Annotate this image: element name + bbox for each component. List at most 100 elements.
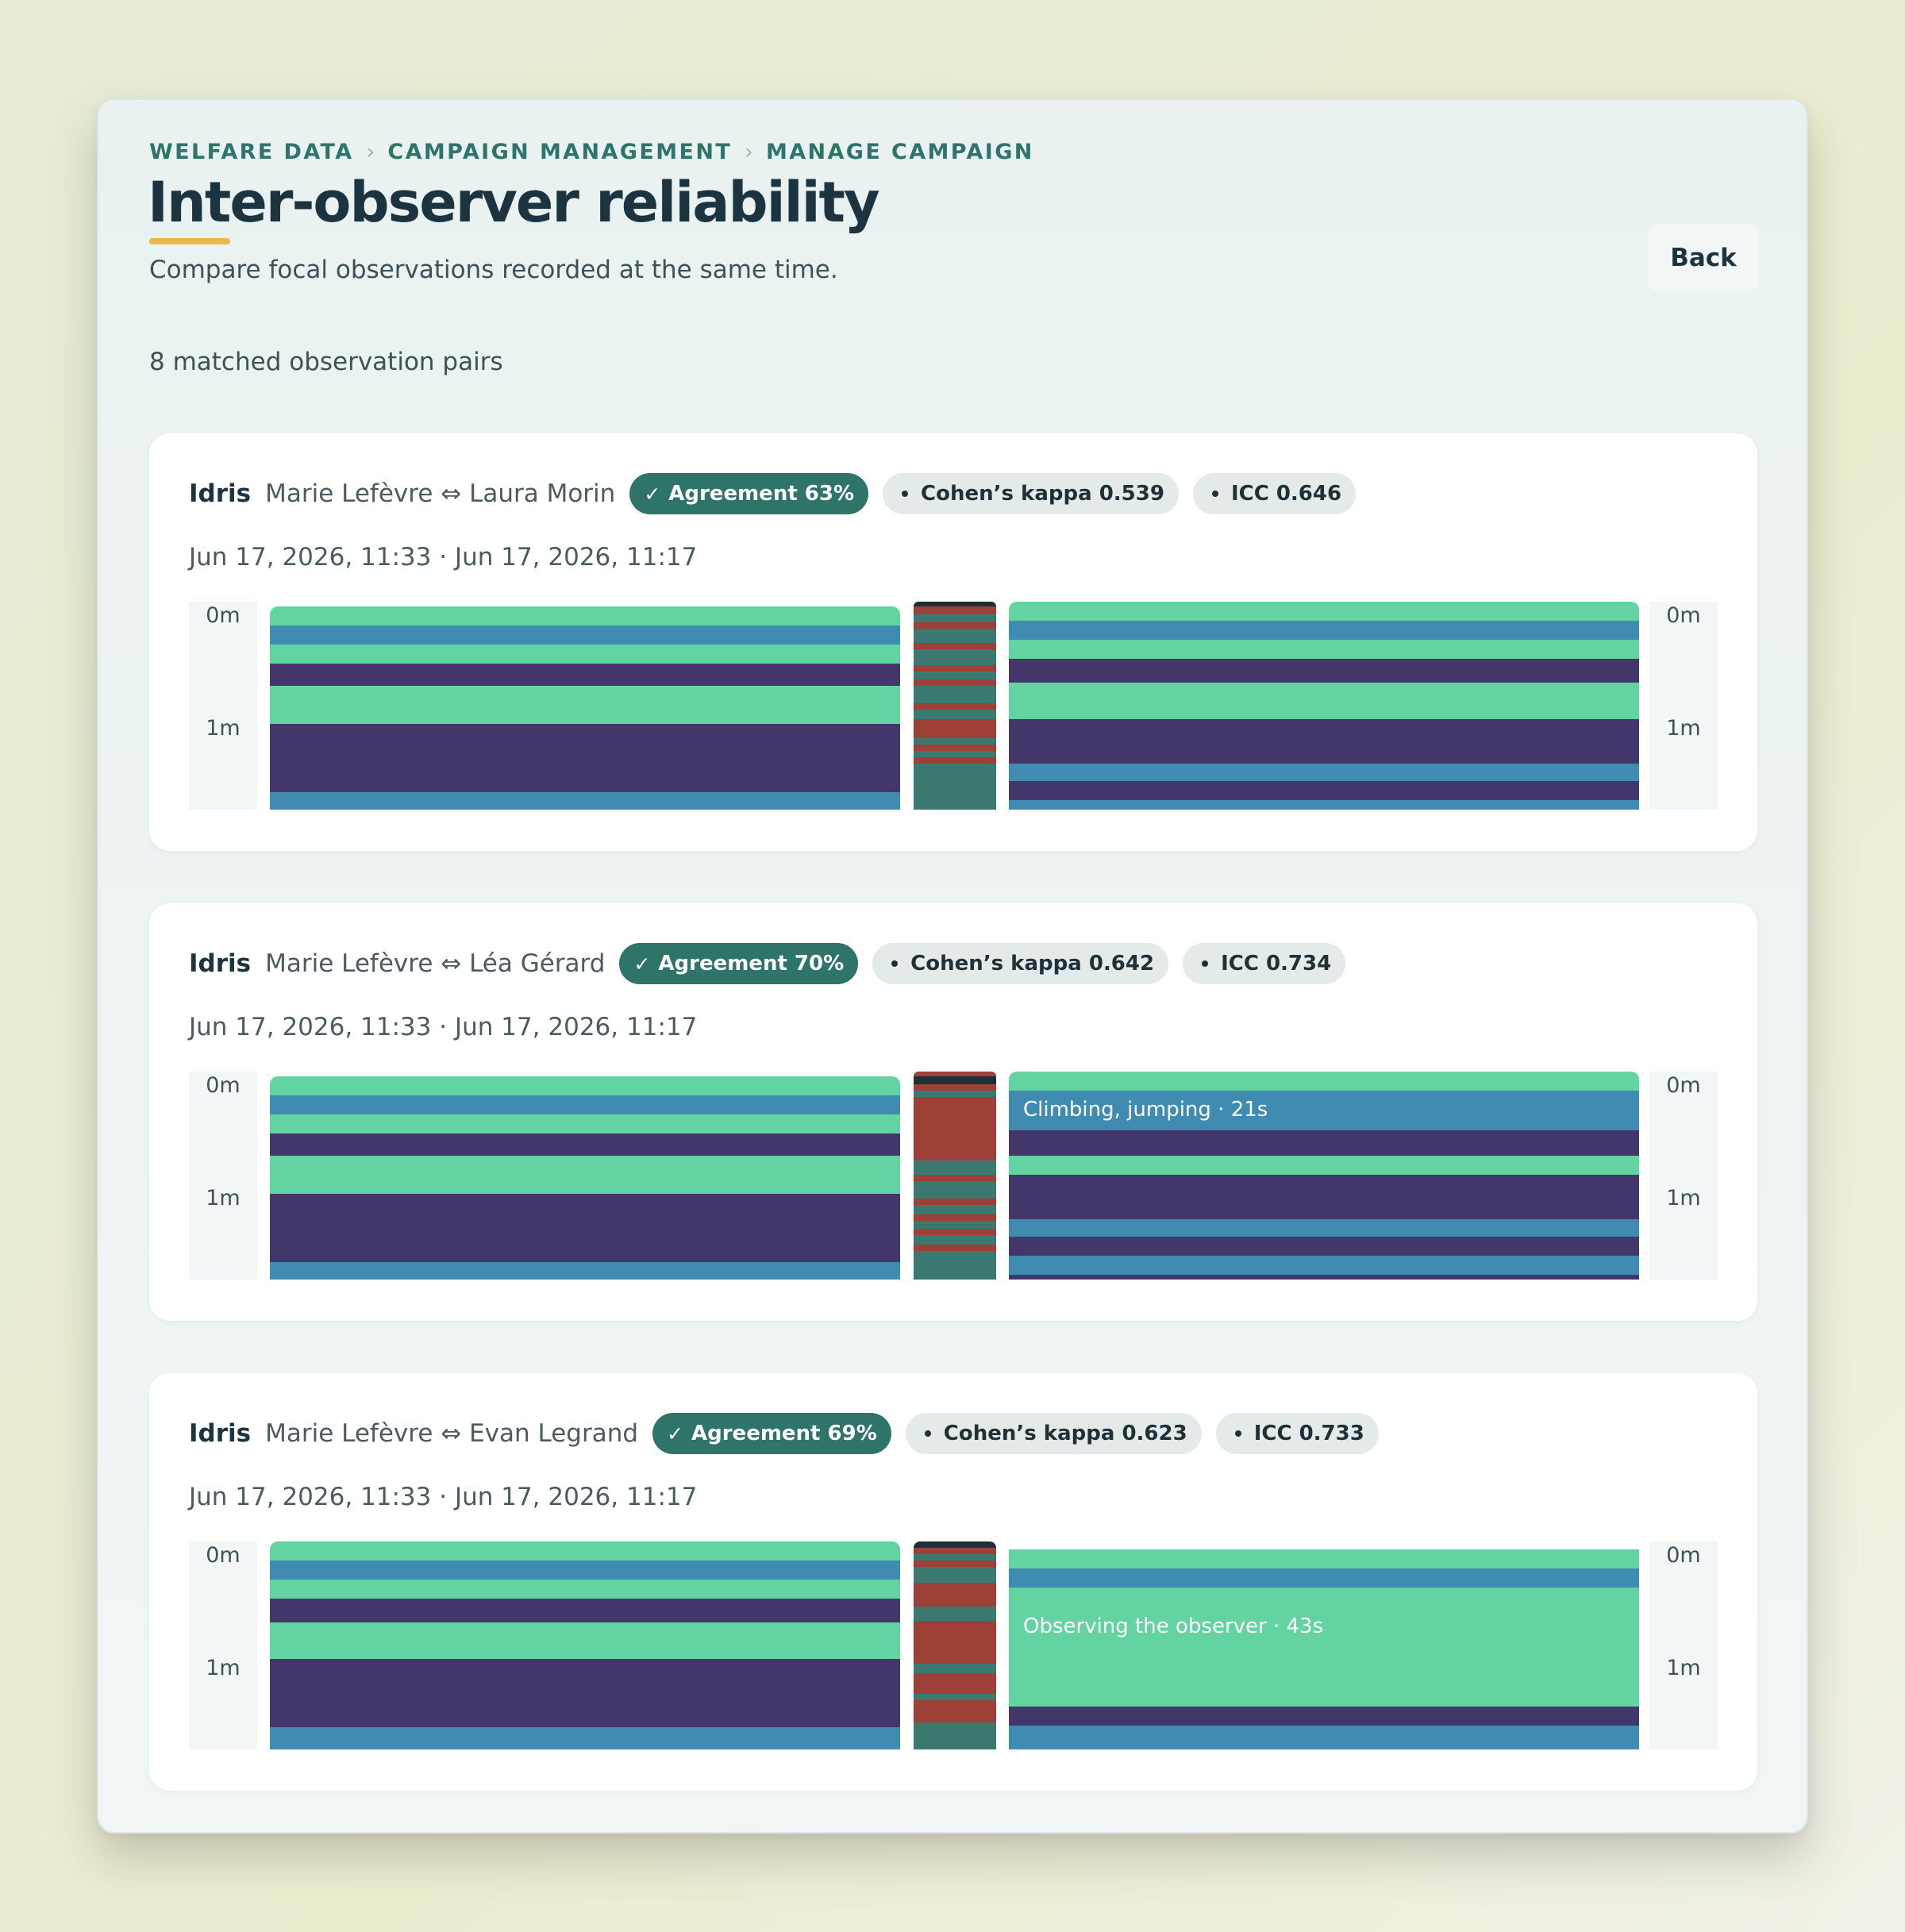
- behavior-segment[interactable]: [1009, 1726, 1639, 1749]
- agree-segment: [914, 1205, 996, 1214]
- behavior-segment[interactable]: [270, 645, 900, 664]
- card-header: Idris Marie Lefèvre ⇔ Evan Legrand ✓ Agre…: [189, 1413, 1393, 1454]
- axis-label-1m: 1m: [1666, 716, 1701, 741]
- dot-icon: [891, 960, 899, 967]
- observation-dates: Jun 17, 2026, 11:33 · Jun 17, 2026, 11:1…: [189, 1483, 698, 1511]
- behavior-segment[interactable]: [1009, 1549, 1639, 1568]
- page-title: Inter-observer reliability: [148, 170, 880, 235]
- behavior-segment[interactable]: [1009, 1156, 1639, 1175]
- agree-segment: [914, 764, 996, 810]
- behavior-segment[interactable]: [1009, 621, 1639, 640]
- agreement-track: [914, 1541, 996, 1749]
- behavior-segment[interactable]: [270, 1262, 900, 1280]
- breadcrumb-welfare-data[interactable]: WELFARE DATA: [149, 140, 354, 164]
- axis-label-1m: 1m: [1666, 1186, 1701, 1210]
- disagree-segment: [914, 719, 996, 738]
- behavior-segment[interactable]: [270, 1580, 900, 1599]
- observer-pair: Marie Lefèvre ⇔ Léa Gérard: [265, 949, 606, 978]
- agreement-value: Agreement 69%: [691, 1422, 877, 1445]
- kappa-badge: Cohen’s kappa 0.539: [883, 473, 1179, 514]
- agreement-badge: ✓ Agreement 69%: [652, 1413, 891, 1454]
- behavior-segment[interactable]: Climbing, jumping · 21s: [1009, 1091, 1639, 1130]
- observer-a-track[interactable]: [270, 1541, 900, 1749]
- kappa-value: Cohen’s kappa 0.539: [921, 482, 1164, 506]
- observer-a-track[interactable]: [270, 1072, 900, 1280]
- behavior-segment[interactable]: [1009, 640, 1639, 659]
- behavior-segment[interactable]: [270, 1727, 900, 1749]
- behavior-segment[interactable]: [1009, 1275, 1639, 1280]
- kappa-badge: Cohen’s kappa 0.642: [872, 943, 1169, 984]
- behavior-segment[interactable]: [270, 686, 900, 724]
- observer-b-track[interactable]: Observing the observer · 43s: [1009, 1541, 1639, 1749]
- agree-segment: [914, 629, 996, 643]
- behavior-segment[interactable]: [270, 1599, 900, 1622]
- agree-segment: [914, 1607, 996, 1621]
- observer-pair: Marie Lefèvre ⇔ Laura Morin: [265, 479, 616, 508]
- behavior-segment[interactable]: [1009, 602, 1639, 621]
- breadcrumb-campaign-management[interactable]: CAMPAIGN MANAGEMENT: [387, 140, 733, 164]
- agree-segment: [914, 649, 996, 665]
- behavior-segment[interactable]: [270, 792, 900, 810]
- behavior-segment[interactable]: [270, 1659, 900, 1727]
- behavior-segment[interactable]: [270, 1114, 900, 1133]
- time-axis-right: 0m 1m: [1649, 1541, 1718, 1749]
- axis-label-0m: 0m: [206, 603, 241, 628]
- agree-segment: [914, 1235, 996, 1245]
- behavior-segment[interactable]: [1009, 781, 1639, 800]
- axis-label-1m: 1m: [206, 1656, 241, 1680]
- time-axis-right: 0m 1m: [1649, 602, 1718, 810]
- disagree-segment: [914, 1229, 996, 1235]
- behavior-segment[interactable]: [270, 1622, 900, 1659]
- behavior-segment[interactable]: [270, 1076, 900, 1095]
- axis-label-0m: 0m: [1666, 1073, 1701, 1098]
- card-header: Idris Marie Lefèvre ⇔ Léa Gérard ✓ Agreem…: [189, 943, 1360, 984]
- behavior-segment[interactable]: [270, 724, 900, 792]
- breadcrumb-manage-campaign[interactable]: MANAGE CAMPAIGN: [765, 140, 1034, 164]
- behavior-segment[interactable]: [270, 606, 900, 625]
- behavior-segment[interactable]: [1009, 719, 1639, 764]
- agreement-badge: ✓ Agreement 70%: [619, 943, 859, 984]
- no-data-segment: [914, 1076, 996, 1084]
- behavior-segment[interactable]: [270, 1133, 900, 1156]
- observation-pair-card: Idris Marie Lefèvre ⇔ Léa Gérard ✓ Agreem…: [149, 903, 1757, 1321]
- behavior-segment[interactable]: [270, 664, 900, 686]
- time-axis-right: 0m 1m: [1649, 1072, 1718, 1280]
- behavior-segment[interactable]: [1009, 1175, 1639, 1219]
- behavior-segment[interactable]: [270, 1156, 900, 1194]
- behavior-segment[interactable]: [1009, 1568, 1639, 1588]
- animal-name: Idris: [189, 479, 252, 508]
- behavior-segment[interactable]: Observing the observer · 43s: [1009, 1588, 1639, 1707]
- disagree-segment: [914, 1214, 996, 1221]
- behavior-segment[interactable]: [270, 625, 900, 645]
- behavior-segment[interactable]: [1009, 1072, 1639, 1091]
- breadcrumb: WELFARE DATA › CAMPAIGN MANAGEMENT › MAN…: [149, 140, 1034, 164]
- behavior-segment[interactable]: [1009, 659, 1639, 683]
- behavior-segment[interactable]: [1009, 1219, 1639, 1237]
- behavior-segment[interactable]: [1009, 800, 1639, 810]
- behavior-segment[interactable]: [270, 1095, 900, 1114]
- behavior-segment[interactable]: [1009, 1256, 1639, 1275]
- disagree-segment: [914, 757, 996, 764]
- page-subtitle: Compare focal observations recorded at t…: [149, 256, 838, 284]
- behavior-segment[interactable]: [270, 1194, 900, 1262]
- dot-icon: [902, 491, 909, 497]
- behavior-segment[interactable]: [270, 1541, 900, 1561]
- dot-icon: [924, 1430, 931, 1437]
- agree-segment: [914, 1160, 996, 1175]
- behavior-segment[interactable]: [1009, 1237, 1639, 1256]
- behavior-segment[interactable]: [1009, 683, 1639, 719]
- dot-icon: [1202, 960, 1209, 967]
- behavior-segment[interactable]: [1009, 764, 1639, 781]
- dot-icon: [1234, 1430, 1241, 1437]
- disagree-segment: [914, 1548, 996, 1554]
- back-button[interactable]: Back: [1648, 225, 1759, 291]
- observer-a-track[interactable]: [270, 602, 900, 810]
- observer-b-track[interactable]: Climbing, jumping · 21s: [1009, 1072, 1639, 1280]
- check-icon: ✓: [667, 1422, 683, 1445]
- timeline: 0m 1m: [189, 1072, 1718, 1280]
- observer-b-track[interactable]: [1009, 602, 1639, 810]
- agree-segment: [914, 672, 996, 679]
- behavior-segment[interactable]: [1009, 1130, 1639, 1156]
- behavior-segment[interactable]: [270, 1561, 900, 1580]
- behavior-segment[interactable]: [1009, 1707, 1639, 1726]
